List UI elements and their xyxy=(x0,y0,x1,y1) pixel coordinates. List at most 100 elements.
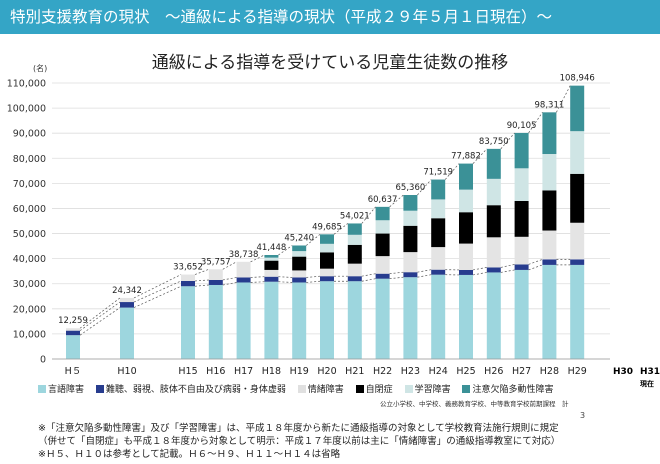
x-tick-label: H24 xyxy=(429,366,448,377)
bar-segment xyxy=(431,179,446,200)
bar-segment xyxy=(459,163,473,190)
y-tick-label: 30,000 xyxy=(13,279,46,290)
total-trend-line xyxy=(417,179,432,196)
total-label: 98,311 xyxy=(535,100,565,110)
bar-segment xyxy=(403,252,418,273)
bar-segment xyxy=(570,222,585,260)
bar-segment xyxy=(181,274,195,281)
segment-trend-line xyxy=(500,264,515,268)
bar-segment xyxy=(375,220,390,234)
y-tick-label: 20,000 xyxy=(13,304,46,315)
bar-segment xyxy=(347,276,362,282)
legend-item: 自閉症 xyxy=(355,382,393,395)
segment-trend-line xyxy=(133,285,182,308)
page-number: 3 xyxy=(580,411,586,420)
bar-segment xyxy=(542,112,557,155)
bar-segment xyxy=(320,252,334,269)
bar-segment xyxy=(292,277,307,283)
segment-trend-line xyxy=(250,281,265,283)
bar-segment xyxy=(375,233,390,257)
total-trend-line xyxy=(133,274,182,299)
bar-segment xyxy=(320,234,334,244)
bar-segment xyxy=(459,269,473,275)
bar-segment xyxy=(459,212,473,244)
bar-segment xyxy=(236,282,251,359)
total-label: 71,519 xyxy=(423,168,453,178)
bar-segment xyxy=(347,223,362,235)
total-trend-line xyxy=(194,268,209,275)
segment-trend-line xyxy=(361,278,376,282)
total-trend-line xyxy=(472,148,488,164)
bar-segment xyxy=(347,234,362,245)
bar-segment xyxy=(181,280,195,287)
bar-segment xyxy=(120,297,134,303)
segment-trend-line xyxy=(194,279,209,282)
segment-trend-line xyxy=(472,272,487,276)
legend-label: 難聴、弱視、肢体不自由及び病弱・身体虚弱 xyxy=(105,385,286,395)
total-label: 54,021 xyxy=(340,211,370,221)
segment-trend-line xyxy=(417,274,432,278)
bar-segment xyxy=(459,243,473,270)
chart-title: 通級による指導を受けている児童生徒数の推移 xyxy=(151,53,509,73)
bar-segment xyxy=(320,276,334,282)
bar-segment xyxy=(66,335,80,359)
bar-segment xyxy=(292,282,307,359)
bar-segment xyxy=(542,230,557,260)
bar-segment xyxy=(66,328,80,331)
bar-segment xyxy=(347,244,362,264)
segment-trend-line xyxy=(79,301,121,331)
bar-segment xyxy=(514,168,529,201)
total-label: 41,448 xyxy=(257,243,287,253)
total-trend-line xyxy=(305,234,321,246)
x-tick-label: H10 xyxy=(117,366,136,377)
segment-trend-line xyxy=(528,264,543,271)
bar-segment xyxy=(264,255,279,258)
segment-trend-line xyxy=(194,284,209,287)
bar-segment xyxy=(208,269,223,280)
bar-segment xyxy=(403,195,418,211)
bar-segment xyxy=(431,199,446,219)
bar-segment xyxy=(66,330,80,336)
legend-item: 言語障害 xyxy=(38,382,84,395)
bar-segment xyxy=(375,278,390,359)
legend-swatch xyxy=(355,385,364,393)
y-tick-label: 80,000 xyxy=(13,154,46,165)
extra-category-h30: H30 xyxy=(613,367,634,377)
bar-segment xyxy=(431,269,446,275)
x-tick-label: H15 xyxy=(178,366,197,377)
total-trend-line xyxy=(500,132,515,150)
bar-segment xyxy=(514,269,529,359)
bar-segment xyxy=(486,272,501,359)
bar-segment xyxy=(347,263,362,277)
bar-segment xyxy=(264,260,279,270)
bar-segment xyxy=(120,302,134,308)
total-trend-line xyxy=(556,85,571,113)
bar-segment xyxy=(570,259,585,265)
bar-segment xyxy=(570,173,585,223)
bar-segment xyxy=(403,210,418,226)
segment-trend-line xyxy=(306,275,321,278)
total-trend-line xyxy=(79,297,121,329)
x-tick-label: H22 xyxy=(373,366,392,377)
segment-trend-line xyxy=(306,280,321,283)
y-tick-label: 10,000 xyxy=(13,329,46,340)
segment-trend-line xyxy=(361,273,376,277)
bar-segment xyxy=(264,257,279,261)
bar-segment xyxy=(236,261,251,278)
segment-trend-line xyxy=(222,277,237,281)
x-tick-label: H29 xyxy=(568,366,587,377)
total-trend-line xyxy=(444,163,460,180)
bar-segment xyxy=(403,225,418,253)
total-trend-line xyxy=(333,223,349,235)
x-tick-label: H17 xyxy=(234,366,253,377)
total-trend-line xyxy=(278,245,293,256)
total-label: 38,738 xyxy=(229,250,259,260)
bar-segment xyxy=(570,131,585,174)
segment-trend-line xyxy=(278,276,293,278)
x-tick-label: H21 xyxy=(345,366,364,377)
legend-swatch xyxy=(95,385,104,393)
total-label: 24,342 xyxy=(112,286,142,296)
bar-segment xyxy=(459,274,473,359)
segment-trend-line xyxy=(500,269,515,273)
y-tick-label: 60,000 xyxy=(13,204,46,215)
